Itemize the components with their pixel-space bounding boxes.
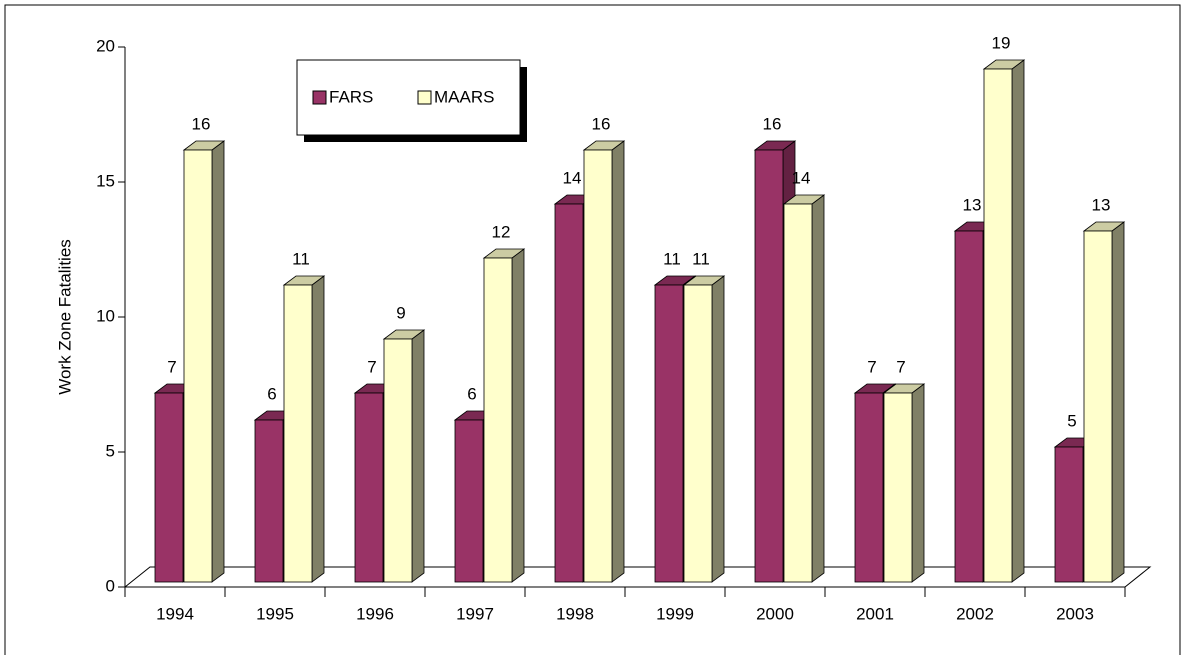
x-tick-label: 2002	[956, 604, 994, 623]
bar-front	[954, 230, 984, 583]
bar-front	[883, 392, 913, 583]
data-label: 11	[692, 249, 710, 268]
data-label: 14	[563, 168, 582, 187]
y-tick-label: 20	[96, 36, 115, 55]
bar-side	[611, 140, 625, 583]
x-tick-label: 1997	[456, 604, 494, 623]
bar	[882, 383, 926, 583]
data-label: 16	[192, 114, 211, 133]
bar-front	[483, 257, 513, 583]
x-tick-label: 2003	[1056, 604, 1094, 623]
data-label: 7	[867, 357, 876, 376]
bar-side	[811, 194, 825, 583]
bar	[382, 329, 426, 583]
bar-side	[1011, 59, 1025, 583]
legend-box	[296, 59, 521, 136]
bar-front	[583, 149, 613, 583]
data-label: 6	[267, 384, 276, 403]
bar	[482, 248, 526, 583]
data-label: 7	[367, 357, 376, 376]
bar	[182, 140, 226, 583]
bar-side	[211, 140, 225, 583]
bar	[1082, 221, 1126, 583]
bar-front	[383, 338, 413, 583]
legend-swatch	[312, 90, 327, 105]
bar-side	[511, 248, 525, 583]
data-label: 16	[763, 114, 782, 133]
x-tick-label: 2001	[856, 604, 894, 623]
bar-front	[1054, 446, 1084, 583]
data-label: 11	[663, 249, 681, 268]
data-label: 12	[492, 222, 511, 241]
bar-front	[683, 284, 713, 583]
bar-front	[854, 392, 884, 583]
y-axis-title: Work Zone Fatalities	[55, 239, 74, 395]
y-tick-label: 10	[96, 306, 115, 325]
data-label: 5	[1067, 411, 1076, 430]
bar	[982, 59, 1026, 583]
bar-side	[411, 329, 425, 583]
legend-label: FARS	[329, 87, 373, 106]
bar-front	[754, 149, 784, 583]
y-tick-label: 0	[106, 576, 115, 595]
data-label: 9	[396, 303, 405, 322]
y-tick-label: 15	[96, 171, 115, 190]
data-label: 11	[292, 249, 310, 268]
bar-front	[554, 203, 584, 583]
legend-swatch	[417, 90, 432, 105]
data-label: 16	[592, 114, 611, 133]
bar-side	[1111, 221, 1125, 583]
x-tick-label: 1998	[556, 604, 594, 623]
x-tick-label: 2000	[756, 604, 794, 623]
legend-label: MAARS	[434, 87, 494, 106]
data-label: 19	[992, 33, 1011, 52]
y-tick-label: 5	[106, 441, 115, 460]
bar-front	[254, 419, 284, 583]
bar-side	[311, 275, 325, 583]
data-label: 6	[467, 384, 476, 403]
x-tick-label: 1995	[256, 604, 294, 623]
bar-front	[183, 149, 213, 583]
bar-front	[354, 392, 384, 583]
data-label: 7	[896, 357, 905, 376]
bar-front	[1083, 230, 1113, 583]
data-label: 13	[1092, 195, 1111, 214]
x-tick-label: 1994	[156, 604, 194, 623]
bar-front	[783, 203, 813, 583]
x-tick-label: 1996	[356, 604, 394, 623]
bar-front	[983, 68, 1013, 583]
bar-side	[911, 383, 925, 583]
bar	[282, 275, 326, 583]
data-label: 7	[167, 357, 176, 376]
data-label: 13	[963, 195, 982, 214]
bar-front	[654, 284, 684, 583]
bar	[582, 140, 626, 583]
bar	[782, 194, 826, 583]
bar-side	[711, 275, 725, 583]
bar-front	[154, 392, 184, 583]
data-label: 14	[792, 168, 811, 187]
bar-front	[283, 284, 313, 583]
frame	[4, 4, 1181, 655]
bar-front	[454, 419, 484, 583]
bar	[682, 275, 726, 583]
x-tick-label: 1999	[656, 604, 694, 623]
